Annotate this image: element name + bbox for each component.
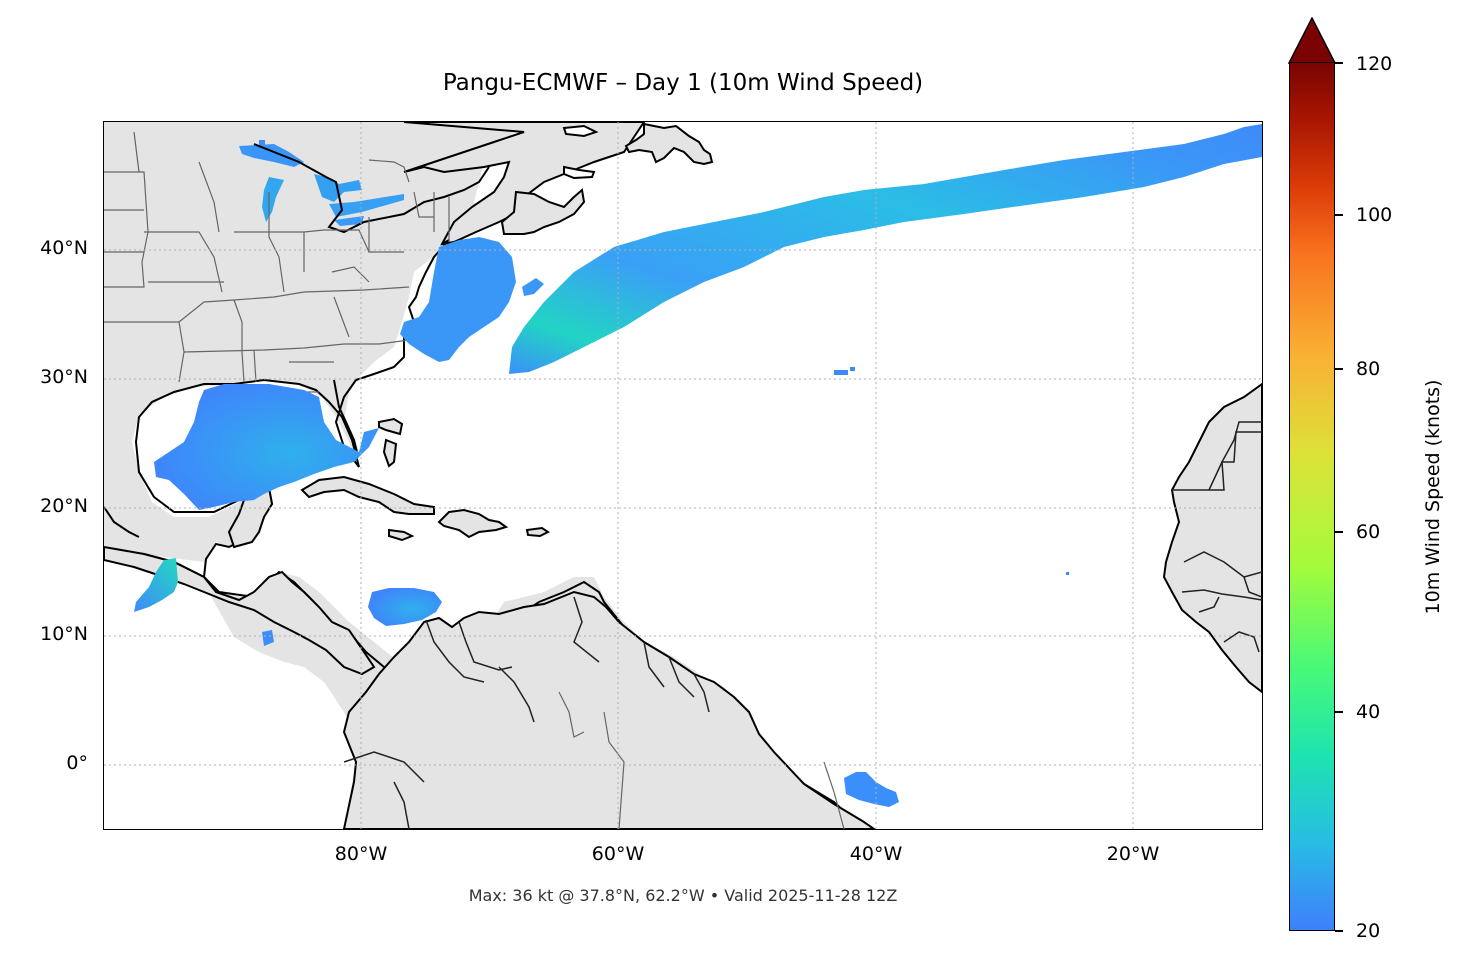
colorbar-label-40: 40 (1356, 701, 1381, 723)
colorbar-label-100: 100 (1356, 204, 1393, 226)
colorbar-tick (1335, 711, 1343, 713)
max-wind-footer: Max: 36 kt @ 37.8°N, 62.2°W • Valid 2025… (468, 886, 898, 905)
state-borders (104, 131, 450, 393)
colorbar-label-80: 80 (1356, 358, 1381, 380)
gridlines (104, 122, 1262, 829)
lat-label-0: 0° (66, 752, 88, 774)
land-africa (1162, 382, 1262, 694)
colorbar-tick (1335, 62, 1343, 64)
colorbar-tick (1335, 214, 1343, 216)
lat-label-10n: 10°N (40, 623, 88, 645)
wind-speed-field (134, 124, 1262, 807)
colorbar (1289, 62, 1335, 931)
colorbar-label-20: 20 (1356, 920, 1381, 942)
lon-label-20w: 20°W (1106, 843, 1160, 865)
great-lakes (239, 144, 404, 226)
colorbar-tick (1335, 531, 1343, 533)
lon-label-80w: 80°W (334, 843, 388, 865)
chart-title: Pangu-ECMWF – Day 1 (10m Wind Speed) (442, 70, 924, 96)
lat-label-20n: 20°N (40, 495, 88, 517)
lat-label-40n: 40°N (40, 237, 88, 259)
colorbar-extend-arrow (1288, 17, 1336, 64)
map-plot-area[interactable] (104, 122, 1262, 829)
land-south-america (104, 545, 876, 829)
lon-label-40w: 40°W (849, 843, 903, 865)
lon-label-60w: 60°W (591, 843, 645, 865)
colorbar-tick (1335, 368, 1343, 370)
colorbar-tick (1335, 930, 1343, 932)
land-north-america (104, 122, 864, 829)
colorbar-label-120: 120 (1356, 53, 1393, 75)
lat-label-30n: 30°N (40, 366, 88, 388)
colorbar-axis-label: 10m Wind Speed (knots) (1422, 379, 1444, 615)
colorbar-label-60: 60 (1356, 521, 1381, 543)
